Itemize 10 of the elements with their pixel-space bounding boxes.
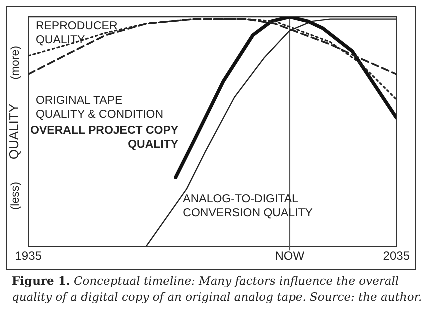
series-label: OVERALL PROJECT COPY QUALITY [30,124,179,151]
x-tick-label: 2035 [383,249,410,264]
text: (less) [10,182,22,210]
series-label: ORIGINAL TAPE QUALITY & CONDITION [36,94,164,121]
x-tick-label: 1935 [15,249,42,264]
y-axis-title: QUALITY [6,104,22,160]
text: (more) [10,46,22,80]
caption: Figure 1. [12,274,70,288]
series-label: REPRODUCER QUALITY [36,20,118,46]
x-tick-label: NOW [275,249,306,264]
